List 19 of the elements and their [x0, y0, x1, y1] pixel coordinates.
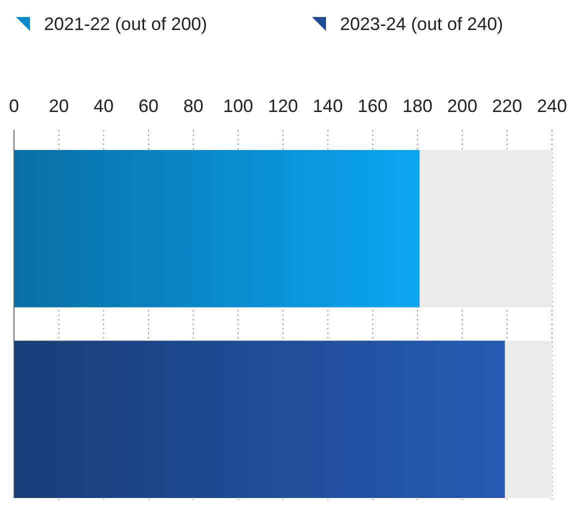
- x-tick-label: 220: [492, 96, 522, 116]
- x-tick-label: 20: [48, 96, 69, 116]
- x-tick-label: 160: [358, 96, 388, 116]
- bar: [504, 340, 552, 498]
- x-tick-label: 180: [402, 96, 433, 116]
- x-tick-label: 120: [268, 96, 298, 116]
- x-tick-label: 0: [8, 96, 20, 116]
- x-tick-label: 200: [447, 96, 478, 116]
- x-tick-label: 140: [312, 96, 343, 116]
- bar: [420, 150, 552, 308]
- x-tick-label: 80: [183, 96, 204, 116]
- legend-label: 2023-24 (out of 240): [340, 14, 504, 34]
- x-tick-label: 100: [223, 96, 254, 116]
- x-tick-label: 40: [94, 96, 114, 116]
- x-tick-label: 240: [536, 96, 568, 116]
- bar: [14, 150, 420, 308]
- legend-label: 2021-22 (out of 200): [44, 14, 208, 34]
- x-tick-label: 60: [138, 96, 159, 116]
- bar: [14, 340, 505, 498]
